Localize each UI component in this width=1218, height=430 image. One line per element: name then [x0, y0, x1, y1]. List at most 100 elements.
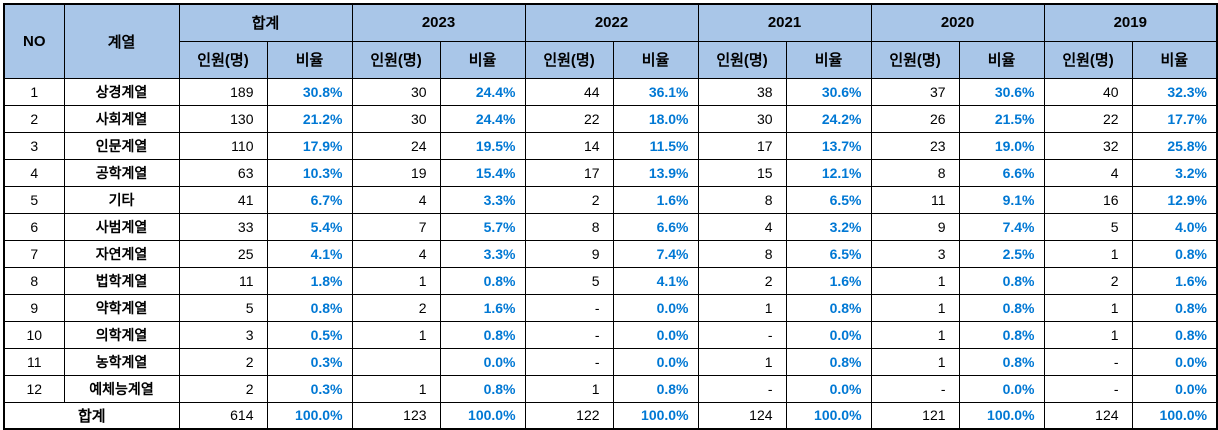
cell-people: 3: [870, 239, 960, 268]
cell-people: 32: [1043, 131, 1133, 160]
cell-people: 1: [1043, 320, 1133, 349]
row-category: 약학계열: [63, 293, 180, 322]
table-body: 1 상경계열 189 30.8% 30 24.4% 44 36.1% 38 30.6% 37 30.6…: [3, 77, 1218, 430]
table-row: 7 자연계열 25 4.1% 4 3.3% 9 7.4% 8 6.5% 3 2.5% 1 0.8%: [3, 239, 1218, 268]
table-row: 4 공학계열 63 10.3% 19 15.4% 17 13.9% 15 12.1% 8 6.6% 4 3…: [3, 158, 1218, 187]
cell-people: 4: [697, 212, 787, 241]
cell-people: -: [524, 320, 614, 349]
cell-people: 110: [178, 131, 268, 160]
cell-ratio: 17.7%: [1131, 104, 1218, 133]
cell-people: 25: [178, 239, 268, 268]
cell-ratio: 1.6%: [612, 185, 699, 214]
cell-ratio: 11.5%: [612, 131, 699, 160]
row-no: 4: [3, 158, 65, 187]
header-group-2019: 2019: [1043, 3, 1218, 42]
cell-ratio: 17.9%: [266, 131, 353, 160]
cell-people: 30: [351, 77, 441, 106]
cell-ratio: 3.3%: [439, 239, 526, 268]
cell-people: 17: [697, 131, 787, 160]
cell-people: 11: [178, 266, 268, 295]
cell-ratio: 10.3%: [266, 158, 353, 187]
cell-ratio: 0.0%: [612, 293, 699, 322]
cell-ratio: 6.5%: [785, 239, 872, 268]
row-no: 12: [3, 374, 65, 403]
table-row: 6 사범계열 33 5.4% 7 5.7% 8 6.6% 4 3.2% 9 7.4% 5 4.0%: [3, 212, 1218, 241]
cell-people: 1: [870, 293, 960, 322]
cell-ratio: 0.8%: [958, 320, 1045, 349]
cell-people: 8: [870, 158, 960, 187]
table-row: 8 법학계열 11 1.8% 1 0.8% 5 4.1% 2 1.6% 1 0.8% 2 1.6%: [3, 266, 1218, 295]
cell-ratio: 19.0%: [958, 131, 1045, 160]
cell-people: 40: [1043, 77, 1133, 106]
row-category: 사회계열: [63, 104, 180, 133]
cell-ratio: 7.4%: [958, 212, 1045, 241]
cell-ratio: 5.7%: [439, 212, 526, 241]
cell-people: 33: [178, 212, 268, 241]
table-row: 2 사회계열 130 21.2% 30 24.4% 22 18.0% 30 24.2% 26 21.5…: [3, 104, 1218, 133]
total-people: 124: [1043, 401, 1133, 430]
cell-ratio: 18.0%: [612, 104, 699, 133]
total-people: 614: [178, 401, 268, 430]
table-row: 5 기타 41 6.7% 4 3.3% 2 1.6% 8 6.5% 11 9.1% 16 12.9%: [3, 185, 1218, 214]
cell-people: 189: [178, 77, 268, 106]
cell-ratio: 6.5%: [785, 185, 872, 214]
cell-people: 9: [524, 239, 614, 268]
row-category: 기타: [63, 185, 180, 214]
cell-people: -: [524, 293, 614, 322]
cell-ratio: 12.9%: [1131, 185, 1218, 214]
row-no: 1: [3, 77, 65, 106]
cell-people: 8: [524, 212, 614, 241]
cell-ratio: 0.5%: [266, 320, 353, 349]
row-no: 7: [3, 239, 65, 268]
subheader-people: 인원(명): [870, 40, 960, 79]
cell-people: -: [524, 347, 614, 376]
cell-ratio: 13.7%: [785, 131, 872, 160]
row-no: 6: [3, 212, 65, 241]
row-category: 사범계열: [63, 212, 180, 241]
cell-ratio: 24.4%: [439, 77, 526, 106]
cell-people: 1: [697, 347, 787, 376]
cell-people: 1: [351, 320, 441, 349]
cell-people: 1: [870, 266, 960, 295]
cell-ratio: 0.8%: [439, 266, 526, 295]
cell-people: 2: [524, 185, 614, 214]
subheader-ratio: 비율: [1131, 40, 1218, 79]
row-no: 11: [3, 347, 65, 376]
row-no: 9: [3, 293, 65, 322]
cell-ratio: 6.6%: [612, 212, 699, 241]
cell-people: -: [1043, 347, 1133, 376]
cell-ratio: 0.0%: [785, 374, 872, 403]
cell-people: 44: [524, 77, 614, 106]
cell-ratio: 0.8%: [1131, 239, 1218, 268]
cell-people: 7: [351, 212, 441, 241]
cell-people: 5: [1043, 212, 1133, 241]
total-ratio: 100.0%: [612, 401, 699, 430]
cell-people: 4: [1043, 158, 1133, 187]
cell-people: 1: [351, 266, 441, 295]
row-no: 3: [3, 131, 65, 160]
cell-people: 1: [351, 374, 441, 403]
header-group-2022: 2022: [524, 3, 699, 42]
cell-people: 19: [351, 158, 441, 187]
cell-people: 16: [1043, 185, 1133, 214]
row-category: 상경계열: [63, 77, 180, 106]
row-category: 예체능계열: [63, 374, 180, 403]
header-category: 계열: [63, 3, 180, 79]
table-row: 1 상경계열 189 30.8% 30 24.4% 44 36.1% 38 30.6% 37 30.6…: [3, 77, 1218, 106]
cell-people: 1: [1043, 239, 1133, 268]
subheader-people: 인원(명): [178, 40, 268, 79]
cell-ratio: 30.6%: [785, 77, 872, 106]
subheader-ratio: 비율: [785, 40, 872, 79]
cell-ratio: 0.8%: [1131, 320, 1218, 349]
cell-ratio: 0.0%: [439, 347, 526, 376]
cell-people: 11: [870, 185, 960, 214]
cell-ratio: 0.3%: [266, 347, 353, 376]
subheader-people: 인원(명): [1043, 40, 1133, 79]
subheader-ratio: 비율: [958, 40, 1045, 79]
header-group-2021: 2021: [697, 3, 872, 42]
cell-ratio: 3.2%: [785, 212, 872, 241]
cell-ratio: 12.1%: [785, 158, 872, 187]
cell-people: 8: [697, 239, 787, 268]
row-category: 법학계열: [63, 266, 180, 295]
